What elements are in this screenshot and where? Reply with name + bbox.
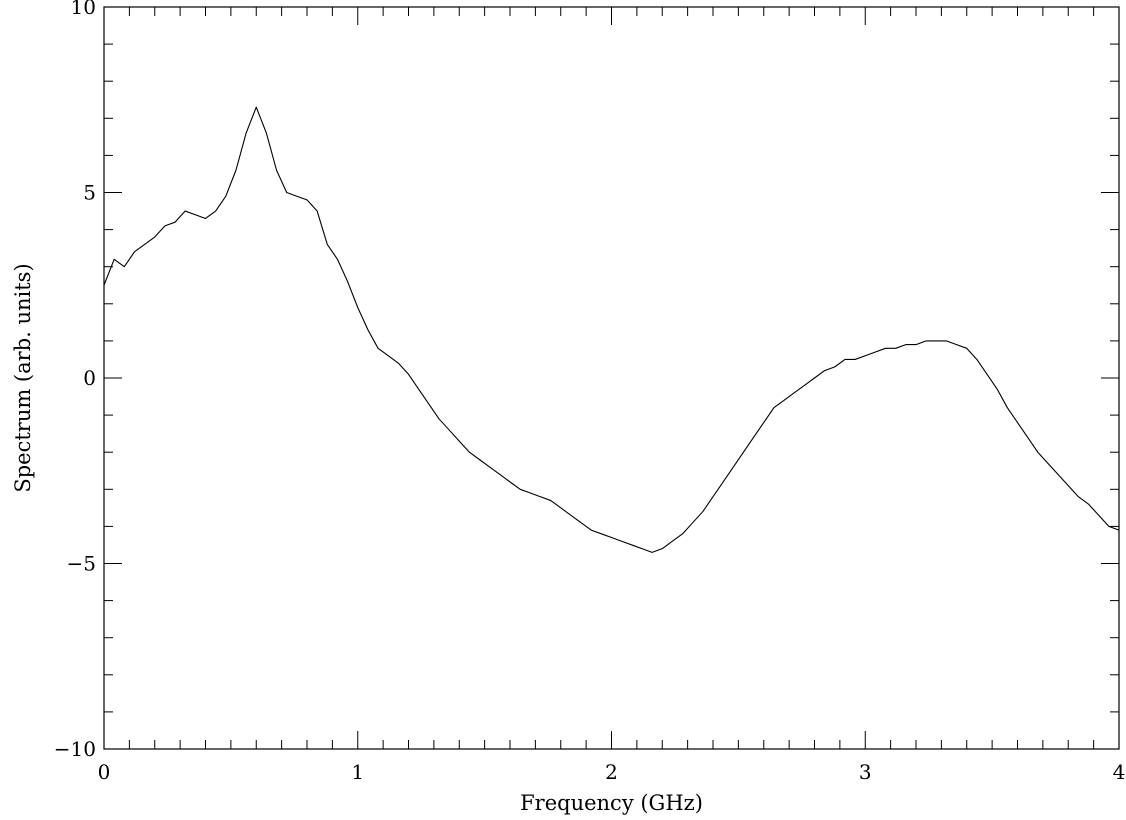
y-tick-labels: −10 −5 0 5 10 — [54, 0, 96, 761]
plot-frame — [103, 6, 1120, 750]
x-tick-label: 4 — [1113, 760, 1126, 784]
x-axis-label: Frequency (GHz) — [520, 791, 703, 815]
x-tick-label: 3 — [859, 760, 872, 784]
x-tick-label: 1 — [351, 760, 364, 784]
y-tick-label: 10 — [71, 0, 96, 19]
series-group — [103, 106, 1120, 553]
y-axis-label: Spectrum (arb. units) — [11, 263, 35, 492]
x-tick-label: 2 — [605, 760, 618, 784]
y-tick-label: −5 — [67, 552, 96, 576]
spectrum-series-line — [103, 106, 1120, 553]
x-tick-label: 0 — [98, 760, 111, 784]
x-tick-labels: 0 1 2 3 4 — [98, 760, 1126, 784]
y-tick-label: 0 — [83, 366, 96, 390]
y-tick-label: 5 — [83, 181, 96, 205]
y-tick-label: −10 — [54, 737, 96, 761]
axis-ticks — [103, 6, 1120, 750]
